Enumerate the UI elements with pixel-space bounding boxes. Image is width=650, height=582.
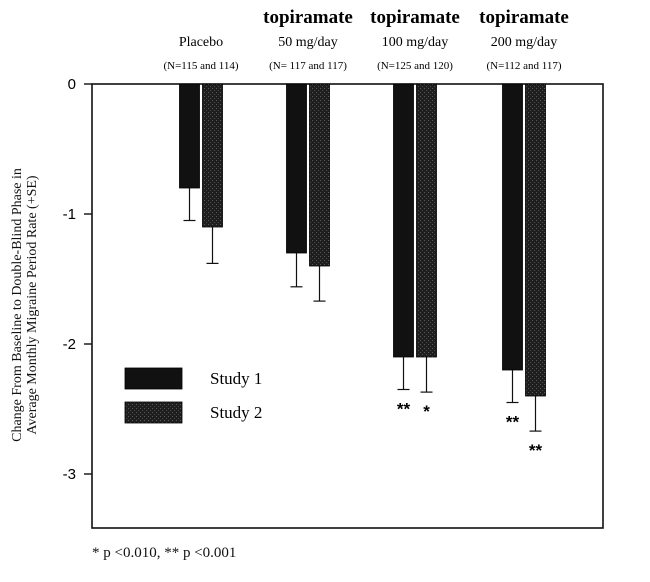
bar-study-2	[416, 83, 437, 358]
significance-mark: **	[397, 400, 411, 419]
significance-mark: *	[423, 402, 430, 421]
bars-group	[179, 83, 546, 397]
category-label-line2: 50 mg/day	[278, 35, 338, 50]
legend-label: Study 2	[210, 403, 262, 422]
y-tick-label: -2	[63, 336, 76, 353]
category-n-label: (N=112 and 117)	[486, 60, 561, 72]
legend: Study 1 Study 2	[124, 367, 262, 424]
category-label-line1: topiramate	[263, 7, 353, 28]
significance-footnote: * p <0.010, ** p <0.001	[92, 545, 237, 561]
y-axis-label-line1: Change From Baseline to Double-Blind Pha…	[10, 168, 25, 442]
bar-study-2	[525, 83, 546, 397]
category-label-line1: topiramate	[370, 7, 460, 28]
significance-marks-group: *******	[397, 400, 543, 461]
category-label-line2: Placebo	[179, 35, 223, 50]
error-bars-group	[183, 188, 542, 432]
bar-study-1	[393, 83, 414, 358]
category-label-line2: 100 mg/day	[382, 35, 449, 50]
category-n-label: (N=125 and 120)	[377, 60, 453, 72]
y-axis-label: Change From Baseline to Double-Blind Pha…	[10, 85, 40, 525]
legend-swatch-study-2	[124, 401, 183, 424]
plot-axes: 0 -1 -2 -3	[63, 76, 604, 529]
category-n-label: (N=115 and 114)	[163, 60, 238, 72]
y-tick-label: -3	[63, 466, 76, 483]
y-tick-label: 0	[68, 76, 76, 93]
legend-swatch-study-1	[124, 367, 183, 390]
y-axis-label-line2: Average Monthly Migraine Period Rate (+S…	[25, 175, 40, 435]
category-n-label: (N= 117 and 117)	[269, 60, 347, 72]
category-label-line2: 200 mg/day	[491, 35, 558, 50]
bar-study-1	[179, 83, 200, 189]
bar-study-2	[309, 83, 330, 267]
significance-mark: **	[506, 413, 520, 432]
y-tick-label: -1	[63, 206, 76, 223]
category-labels-group: Placebo (N=115 and 114) topiramate 50 mg/da…	[163, 7, 568, 72]
legend-label: Study 1	[210, 369, 262, 388]
bar-study-1	[502, 83, 523, 371]
plot-frame	[91, 83, 604, 529]
significance-mark: **	[529, 441, 543, 460]
bar-study-1	[286, 83, 307, 254]
bar-study-2	[202, 83, 223, 228]
category-label-line1: topiramate	[479, 7, 569, 28]
